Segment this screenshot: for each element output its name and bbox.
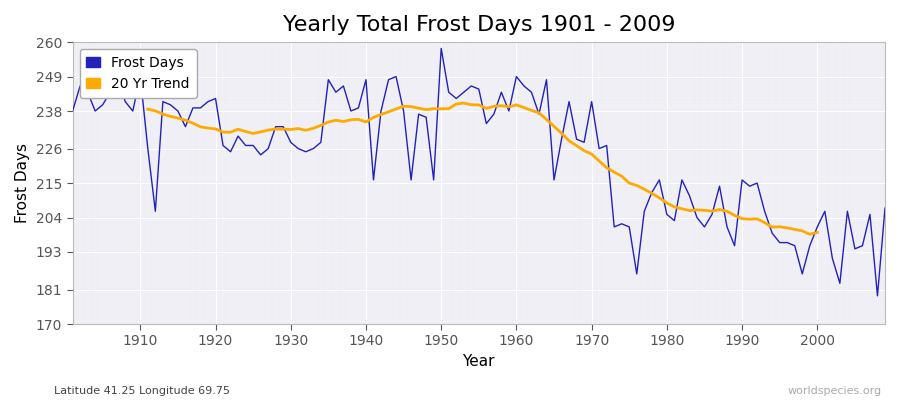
Y-axis label: Frost Days: Frost Days bbox=[15, 143, 30, 223]
Title: Yearly Total Frost Days 1901 - 2009: Yearly Total Frost Days 1901 - 2009 bbox=[283, 15, 675, 35]
Legend: Frost Days, 20 Yr Trend: Frost Days, 20 Yr Trend bbox=[79, 49, 197, 98]
X-axis label: Year: Year bbox=[463, 354, 495, 369]
Text: worldspecies.org: worldspecies.org bbox=[788, 386, 882, 396]
Text: Latitude 41.25 Longitude 69.75: Latitude 41.25 Longitude 69.75 bbox=[54, 386, 230, 396]
